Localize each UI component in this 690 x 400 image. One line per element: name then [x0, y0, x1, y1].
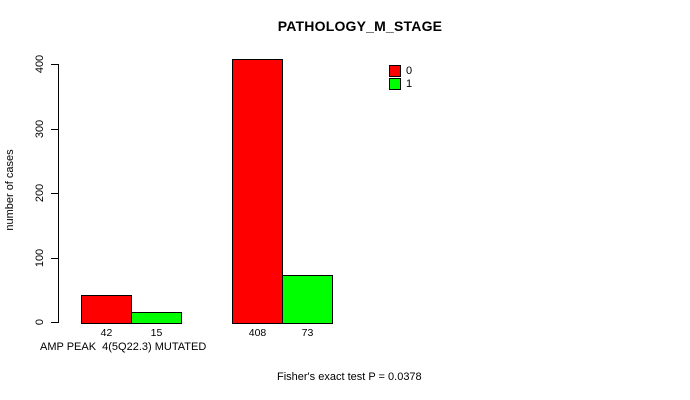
bar-group1-series-0 [81, 295, 132, 324]
y-axis-label: number of cases [4, 149, 16, 231]
y-axis-line [58, 64, 59, 323]
bar-value-label: 408 [248, 327, 267, 339]
legend-swatch-icon [389, 65, 401, 77]
legend-swatch-icon [389, 78, 401, 90]
chart-title: PATHOLOGY_M_STAGE [277, 18, 443, 34]
y-tick-mark [51, 193, 58, 194]
y-tick-label: 400 [34, 54, 46, 74]
y-tick-label: 100 [34, 248, 46, 268]
legend-label: 0 [406, 65, 413, 77]
x-axis-annotation: AMP PEAK 4(5Q22.3) MUTATED [40, 341, 207, 353]
y-tick-mark [51, 129, 58, 130]
legend-item-1: 1 [389, 78, 412, 90]
y-tick-mark [51, 258, 58, 259]
fisher-test-footnote: Fisher's exact test P = 0.0378 [277, 371, 422, 383]
bar-group2-series-1 [282, 275, 333, 324]
bar-value-label: 73 [301, 327, 314, 339]
bar-group1-series-1 [131, 312, 182, 324]
y-tick-label: 200 [34, 183, 46, 203]
bar-value-label: 15 [150, 327, 163, 339]
y-tick-label: 0 [34, 318, 46, 326]
y-tick-mark [51, 64, 58, 65]
legend-item-0: 0 [389, 65, 412, 77]
legend-label: 1 [406, 78, 413, 90]
bar-value-label: 42 [100, 327, 113, 339]
y-tick-label: 300 [34, 119, 46, 139]
bar-group2-series-0 [232, 59, 283, 324]
y-tick-mark [51, 322, 58, 323]
